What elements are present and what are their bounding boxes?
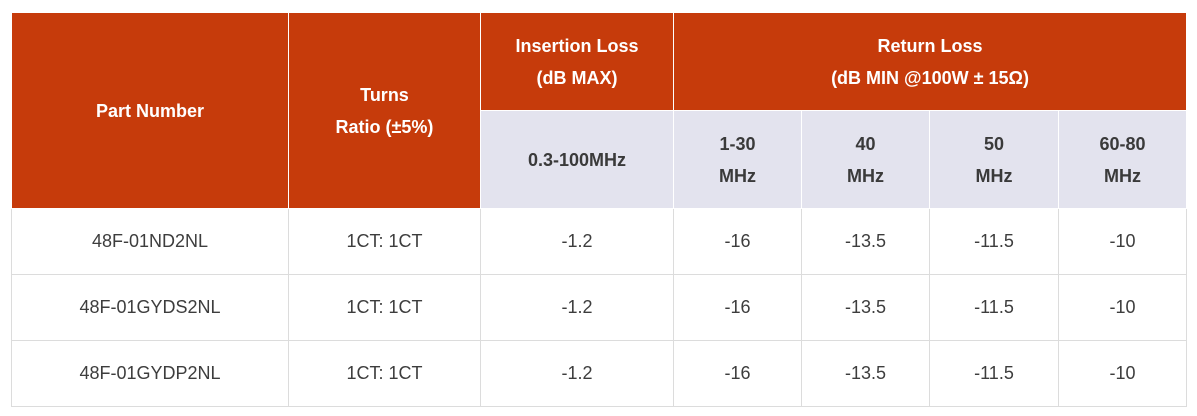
cell-return-loss: -16 [673, 340, 802, 407]
cell-part-number: 48F-01GYDS2NL [11, 274, 289, 341]
table-row: 48F-01GYDP2NL 1CT: 1CT -1.2 -16 -13.5 -1… [11, 340, 1188, 407]
cell-part-number: 48F-01GYDP2NL [11, 340, 289, 407]
table-row: 48F-01GYDS2NL 1CT: 1CT -1.2 -16 -13.5 -1… [11, 274, 1188, 341]
cell-insertion-loss: -1.2 [480, 208, 674, 275]
cell-return-loss: -13.5 [801, 340, 930, 407]
subheader-rl-range: 60-80 MHz [1057, 110, 1188, 209]
header-part-number: Part Number [11, 12, 289, 209]
header-turns-ratio: Turns Ratio (±5%) [288, 12, 481, 209]
subheader-rl-range: 1-30 MHz [673, 110, 802, 209]
subheader-rl-range: 40 MHz [801, 110, 930, 209]
cell-return-loss: -10 [1057, 340, 1188, 407]
cell-return-loss: -16 [673, 208, 802, 275]
cell-insertion-loss: -1.2 [480, 274, 674, 341]
header-insertion-loss: Insertion Loss (dB MAX) [480, 12, 674, 111]
header-row-sub: 0.3-100MHz 1-30 MHz 40 MHz 50 MHz 60-80 … [12, 110, 1188, 209]
cell-return-loss: -11.5 [929, 340, 1059, 407]
cell-return-loss: -13.5 [801, 208, 930, 275]
cell-return-loss: -11.5 [929, 208, 1059, 275]
cell-return-loss: -10 [1057, 208, 1188, 275]
subheader-rl-range: 50 MHz [929, 110, 1059, 209]
header-return-loss: Return Loss (dB MIN @100W ± 15Ω) [672, 12, 1188, 111]
header-row-top: Part Number Turns Ratio (±5%) Insertion … [11, 12, 1188, 209]
cell-turns-ratio: 1CT: 1CT [288, 340, 481, 407]
cell-turns-ratio: 1CT: 1CT [288, 274, 481, 341]
cell-part-number: 48F-01ND2NL [11, 208, 289, 275]
spec-table-container: Part Number Turns Ratio (±5%) Insertion … [11, 12, 1188, 407]
cell-turns-ratio: 1CT: 1CT [288, 208, 481, 275]
cell-return-loss: -13.5 [801, 274, 930, 341]
table-row: 48F-01ND2NL 1CT: 1CT -1.2 -16 -13.5 -11.… [11, 208, 1188, 275]
subheader-il-range: 0.3-100MHz [480, 110, 674, 209]
cell-return-loss: -11.5 [929, 274, 1059, 341]
spec-table: Part Number Turns Ratio (±5%) Insertion … [11, 12, 1188, 407]
cell-insertion-loss: -1.2 [480, 340, 674, 407]
cell-return-loss: -16 [673, 274, 802, 341]
cell-return-loss: -10 [1057, 274, 1188, 341]
